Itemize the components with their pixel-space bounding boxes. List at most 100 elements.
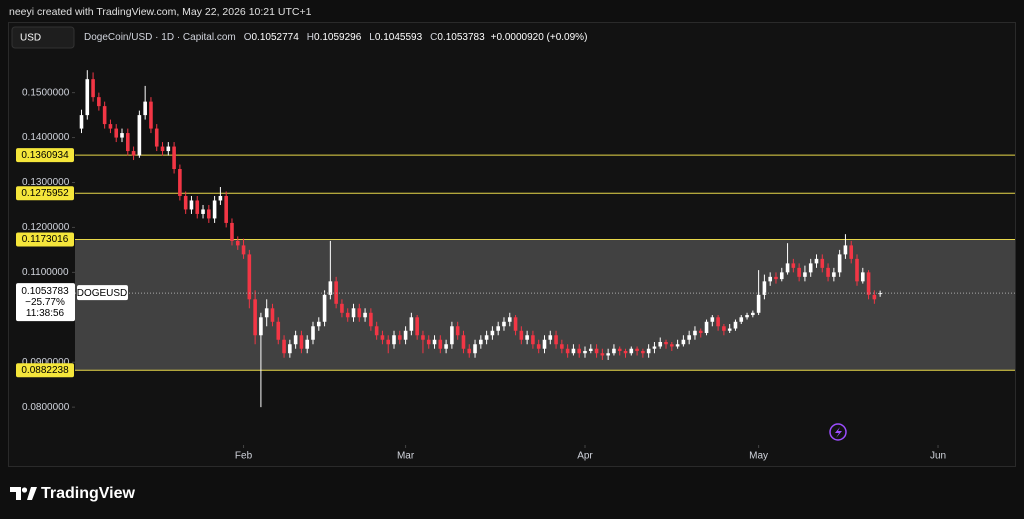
candle-body — [340, 303, 344, 313]
y-tick-label: 0.0800000 — [22, 402, 70, 413]
candle-body — [519, 330, 524, 340]
candle-body — [536, 344, 541, 349]
candle-body — [102, 106, 107, 125]
candle-body — [108, 124, 113, 129]
brand-logo — [10, 487, 37, 500]
candle-body — [473, 344, 477, 354]
candle-body — [85, 79, 90, 116]
candle-body — [641, 350, 645, 354]
candle-body — [218, 195, 223, 201]
candle-body — [635, 348, 639, 351]
level-tag — [16, 363, 74, 378]
level-label: 0.0882238 — [21, 365, 69, 376]
candle-body — [189, 200, 194, 210]
candle-body — [455, 326, 460, 336]
candle-body — [716, 317, 720, 327]
candle-body — [97, 97, 101, 107]
candle-body — [415, 317, 419, 336]
candle-body — [345, 312, 350, 318]
candle-body — [623, 350, 628, 354]
level-tag — [16, 148, 74, 163]
last-price-tag — [16, 283, 75, 322]
candle-body — [820, 258, 825, 268]
zone — [75, 239, 1015, 371]
candle-body — [774, 276, 778, 280]
candle-body — [322, 294, 327, 322]
symbol-tag — [77, 285, 128, 301]
candle-body — [675, 344, 680, 347]
candle-body — [467, 348, 472, 354]
level-tag — [16, 186, 74, 201]
countdown: 11:38:56 — [26, 308, 65, 319]
chart-panel — [8, 22, 1016, 467]
candle-body — [808, 263, 813, 273]
candle-body — [120, 133, 124, 138]
candle-body — [577, 348, 582, 354]
candle-body — [392, 335, 396, 345]
candle-body — [426, 339, 431, 345]
candle-body — [531, 335, 535, 345]
ai-icon[interactable] — [829, 423, 847, 441]
candle-body — [131, 151, 136, 156]
candle-body — [710, 317, 715, 322]
candle-body — [872, 294, 877, 300]
candle-body — [270, 308, 275, 322]
candle-body — [137, 115, 142, 156]
candle-body — [421, 335, 425, 340]
x-tick-label: Feb — [235, 451, 253, 462]
candle-body — [768, 276, 772, 282]
candle-body — [484, 335, 489, 340]
candle-body — [293, 335, 298, 345]
candle-body — [311, 326, 315, 340]
ohlc-label: L — [369, 32, 375, 43]
candle-body — [241, 245, 246, 255]
candle-body — [276, 321, 281, 340]
candle-body — [664, 341, 668, 345]
candle-body — [832, 272, 836, 277]
candle-body — [183, 195, 188, 210]
x-tick-label: Jun — [930, 451, 946, 462]
candle-body — [363, 312, 367, 318]
candle-body — [756, 294, 761, 313]
candle-body — [369, 312, 373, 327]
currency-button[interactable] — [11, 26, 75, 49]
currency[interactable]: USD — [20, 33, 41, 44]
candle-body — [207, 209, 211, 219]
candle-body — [779, 272, 784, 280]
y-tick-label: 0.0900000 — [22, 357, 70, 368]
symbol-tag-label: DOGEUSD — [77, 288, 128, 299]
candle-body — [212, 200, 217, 219]
candle-body — [125, 133, 130, 152]
candle-body — [866, 272, 871, 295]
candle-body — [438, 339, 443, 349]
candle-body — [652, 346, 657, 349]
candle-body — [299, 335, 304, 349]
candle-body — [606, 353, 610, 356]
candle-body — [797, 267, 801, 277]
candle-body — [288, 344, 292, 354]
candle-body — [351, 308, 356, 318]
candle-body — [583, 350, 587, 354]
credit: neeyi created with TradingView.com, May … — [9, 6, 312, 18]
candle-body — [398, 335, 402, 340]
candle-body — [739, 317, 744, 322]
plot — [75, 70, 1015, 408]
brand-name: TradingView — [41, 485, 136, 502]
y-tick-label: 0.1200000 — [22, 222, 70, 233]
candle-body — [496, 326, 500, 331]
candle-body — [826, 267, 830, 277]
candle-body — [264, 308, 269, 318]
candle-body — [201, 209, 205, 214]
candle-body — [91, 79, 95, 98]
candle-body — [629, 348, 634, 354]
ohlc-label: C — [430, 32, 437, 43]
level-label: 0.1360934 — [21, 150, 69, 161]
y-tick-label: 0.1400000 — [22, 132, 70, 143]
candle-body — [560, 344, 564, 349]
candle-body — [461, 335, 466, 349]
candle-body — [386, 339, 391, 345]
candle-body — [727, 328, 732, 331]
candle-body — [513, 317, 518, 331]
candle-body — [432, 339, 437, 345]
